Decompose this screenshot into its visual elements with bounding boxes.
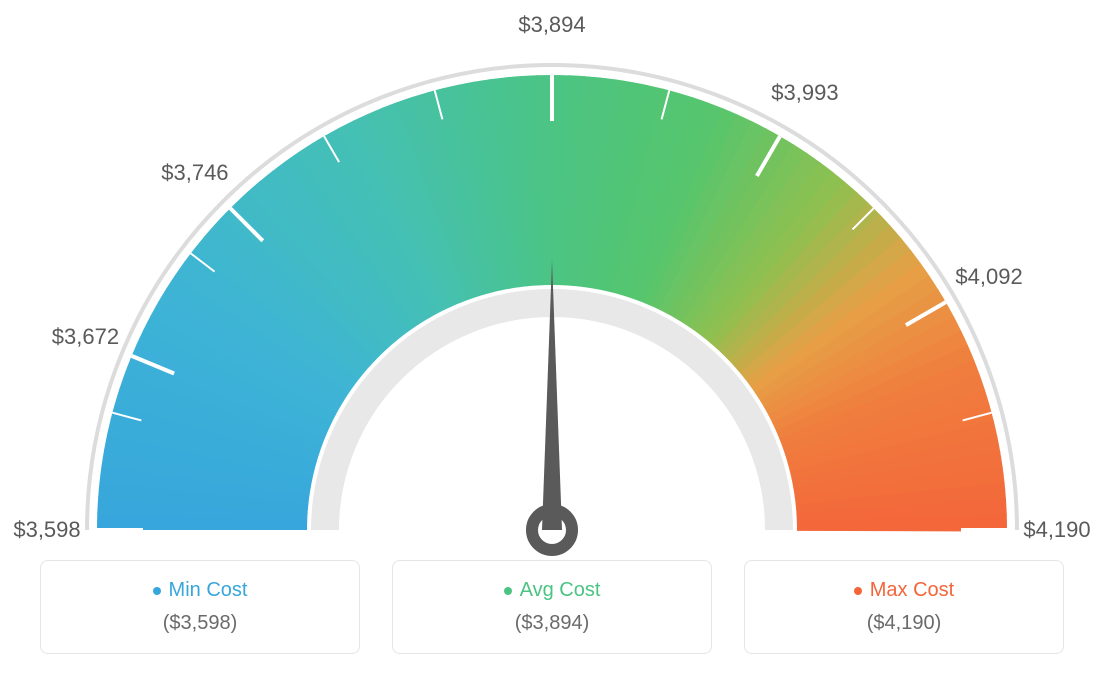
legend-value-max: ($4,190) <box>769 612 1039 635</box>
gauge-chart: $3,598 $3,672 $3,746 $3,894 $3,993 $4,092 $4,1… <box>0 0 1104 560</box>
legend-box-min: Min Cost ($3,598) <box>40 560 360 654</box>
legend-dot-min-icon <box>153 587 161 595</box>
legend-value-min: ($3,598) <box>65 612 335 635</box>
legend-title-text-min: Min Cost <box>169 579 248 602</box>
legend-row: Min Cost ($3,598) Avg Cost ($3,894) Max Cost… <box>0 560 1104 654</box>
legend-title-max: Max Cost <box>854 579 954 602</box>
gauge-tick-label: $3,598 <box>13 517 80 543</box>
gauge-svg <box>0 0 1104 560</box>
gauge-tick-label: $4,092 <box>955 264 1022 290</box>
legend-title-avg: Avg Cost <box>504 579 601 602</box>
legend-title-text-max: Max Cost <box>870 579 954 602</box>
gauge-tick-label: $3,894 <box>518 12 585 38</box>
legend-box-max: Max Cost ($4,190) <box>744 560 1064 654</box>
legend-value-avg: ($3,894) <box>417 612 687 635</box>
legend-title-text-avg: Avg Cost <box>520 579 601 602</box>
legend-title-min: Min Cost <box>153 579 248 602</box>
legend-dot-max-icon <box>854 587 862 595</box>
gauge-tick-label: $4,190 <box>1023 517 1090 543</box>
legend-dot-avg-icon <box>504 587 512 595</box>
gauge-tick-label: $3,672 <box>52 324 119 350</box>
gauge-tick-label: $3,746 <box>161 160 228 186</box>
gauge-tick-label: $3,993 <box>771 80 838 106</box>
legend-box-avg: Avg Cost ($3,894) <box>392 560 712 654</box>
